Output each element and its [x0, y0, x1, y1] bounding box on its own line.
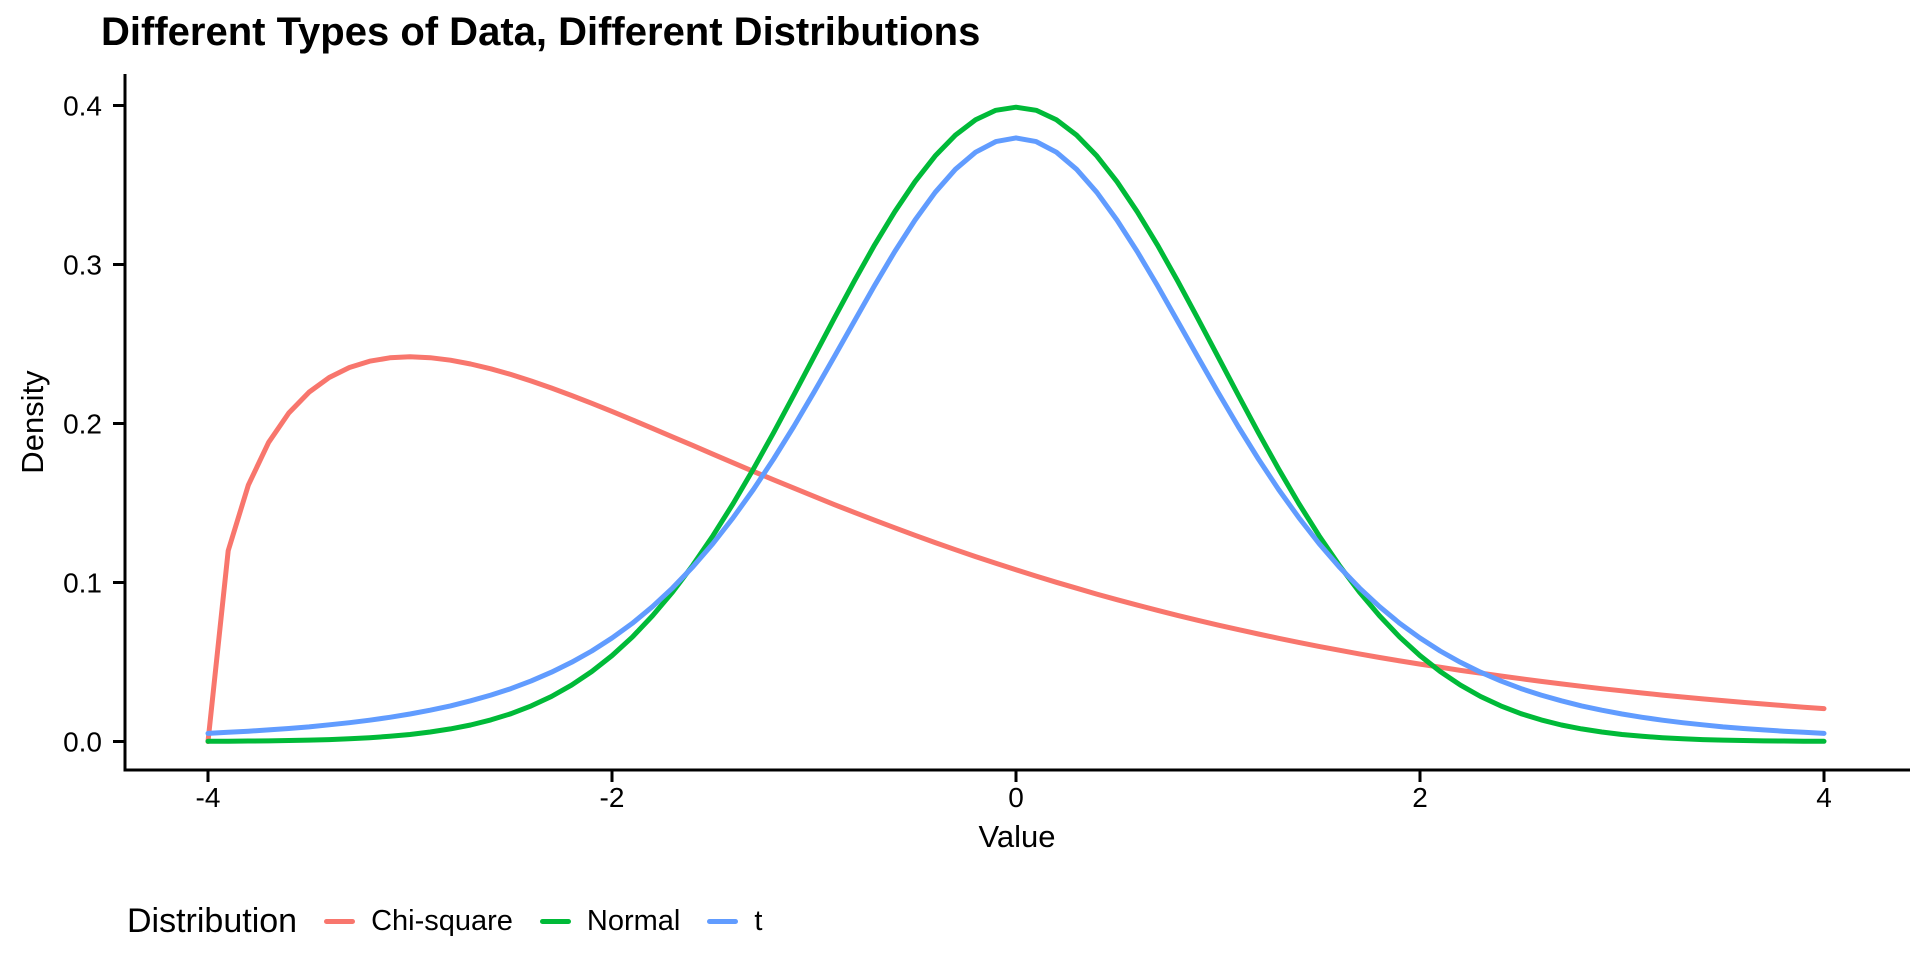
plot-title: Different Types of Data, Different Distr… — [101, 10, 981, 54]
legend-item-t: t — [707, 905, 762, 938]
legend-item-label: Chi-square — [371, 904, 513, 937]
legend: Distribution Chi-square Normal t — [127, 896, 762, 946]
y-tick-label: 0.3 — [63, 250, 102, 281]
y-tick-label: 0.2 — [63, 409, 102, 440]
legend-item-normal: Normal — [539, 904, 681, 938]
legend-item-label: Normal — [586, 904, 681, 937]
x-tick-label: 2 — [1412, 782, 1428, 813]
x-tick-label: 0 — [1008, 782, 1024, 813]
x-tick-label: -4 — [196, 782, 221, 813]
y-tick-label: 0.0 — [63, 727, 102, 758]
legend-key-line-t — [707, 918, 739, 924]
x-tick-label: -2 — [600, 782, 625, 813]
legend-title: Distribution — [127, 901, 298, 940]
x-tick-label: 4 — [1816, 782, 1832, 813]
legend-key-line-chi-square — [324, 918, 356, 924]
x-axis-title: Value — [978, 819, 1056, 854]
curve-normal — [205, 104, 1827, 744]
legend-item-chi-square: Chi-square — [324, 905, 513, 938]
legend-item-label: t — [754, 904, 763, 937]
y-tick-label: 0.4 — [63, 91, 102, 122]
legend-key-line-normal — [539, 918, 571, 924]
curve-chi-square — [205, 354, 1827, 744]
y-tick-label: 0.1 — [63, 568, 102, 599]
y-axis-title: Density — [15, 370, 50, 474]
curve-t — [205, 135, 1827, 736]
